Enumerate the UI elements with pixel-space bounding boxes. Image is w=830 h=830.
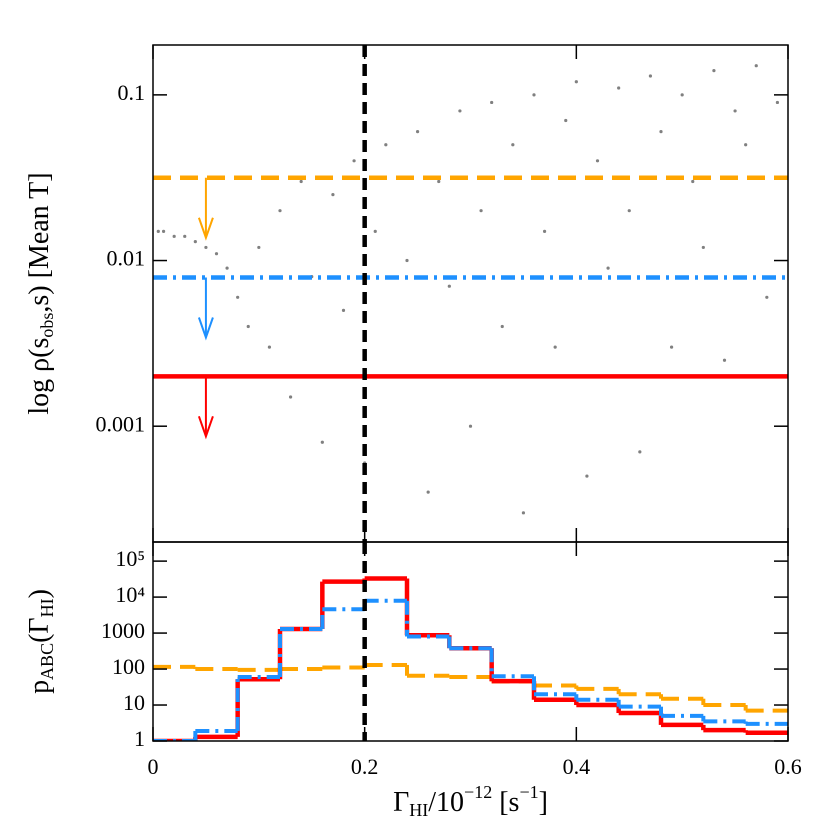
scatter-point bbox=[595, 159, 600, 163]
scatter-point bbox=[701, 245, 705, 250]
scatter-point bbox=[352, 159, 356, 163]
y-label-part: ABC bbox=[37, 643, 57, 680]
scatter-point bbox=[214, 252, 219, 256]
y-label-part: HI bbox=[37, 598, 57, 617]
scatter-point bbox=[426, 490, 430, 494]
scatter-point bbox=[225, 266, 229, 270]
x-label-part: [s bbox=[492, 787, 519, 818]
scatter-point bbox=[278, 209, 282, 213]
scatter-point bbox=[585, 474, 589, 478]
y-axis-label: pABC(ΓHI) bbox=[24, 589, 57, 694]
scatter-point bbox=[722, 358, 727, 362]
plot-area bbox=[153, 576, 788, 741]
scatter-point bbox=[384, 143, 388, 147]
y-tick-label: 10⁴ bbox=[115, 582, 145, 607]
scatter-point bbox=[447, 284, 451, 288]
scatter-point bbox=[373, 229, 377, 233]
y-label-part: ,s) [Mean T] bbox=[24, 172, 55, 312]
scatter-point bbox=[458, 109, 462, 113]
scatter-point bbox=[204, 245, 208, 250]
scatter-point bbox=[156, 229, 160, 233]
scatter-point bbox=[542, 229, 547, 233]
y-axis-label: log ρ(sobs,s) [Mean T] bbox=[24, 172, 57, 414]
scatter-point bbox=[754, 64, 758, 68]
scatter-point bbox=[288, 395, 293, 399]
scatter-point bbox=[680, 93, 684, 97]
x-tick-label: 0.2 bbox=[351, 754, 379, 779]
y-tick-label: 100 bbox=[112, 654, 145, 679]
y-label-part: p bbox=[24, 680, 55, 694]
x-label-part: −1 bbox=[519, 782, 538, 802]
threshold-arrowhead bbox=[197, 416, 214, 440]
y-label-part: obs bbox=[37, 313, 57, 338]
scatter-point bbox=[183, 234, 187, 238]
y-tick-label: 10⁵ bbox=[115, 546, 145, 571]
y-tick-label: 0.1 bbox=[118, 80, 146, 105]
scatter-point bbox=[521, 511, 526, 515]
scatter-point bbox=[532, 93, 536, 97]
scatter-point bbox=[712, 69, 716, 73]
scatter-point bbox=[320, 440, 324, 444]
scatter-point bbox=[193, 240, 197, 244]
scatter-point bbox=[468, 424, 473, 428]
frame bbox=[152, 541, 789, 742]
x-label-part: HI bbox=[409, 800, 428, 820]
scatter-point bbox=[617, 86, 621, 90]
scatter-point bbox=[405, 258, 409, 263]
scatter-point bbox=[648, 74, 653, 78]
threshold-arrowhead bbox=[197, 317, 214, 341]
y-tick-label: 1 bbox=[134, 726, 145, 751]
y-label-part: log ρ(s bbox=[24, 338, 55, 415]
x-label-part: Γ bbox=[393, 787, 409, 818]
scatter-point bbox=[490, 100, 494, 105]
scatter-point bbox=[553, 345, 557, 349]
scatter-point bbox=[437, 179, 441, 184]
scatter-point bbox=[564, 118, 568, 123]
scatter-point bbox=[691, 179, 695, 184]
threshold-arrowhead bbox=[197, 217, 214, 241]
scatter-point bbox=[775, 100, 780, 105]
x-tick-label: 0 bbox=[148, 754, 159, 779]
x-label-part: −12 bbox=[464, 782, 492, 802]
x-label-part: ] bbox=[539, 787, 548, 818]
scatter-point bbox=[733, 109, 737, 113]
scatter-point bbox=[659, 130, 663, 134]
scatter-point bbox=[511, 143, 515, 147]
scatter-point bbox=[765, 295, 769, 299]
scatter-point bbox=[331, 193, 335, 197]
y-label-part: (Γ bbox=[24, 617, 55, 643]
scatter-point bbox=[627, 209, 631, 213]
scatter-point bbox=[267, 345, 272, 349]
scatter-point bbox=[606, 266, 610, 270]
y-label-part: ) bbox=[24, 589, 55, 598]
x-axis-label: ΓHI/10−12 [s−1] bbox=[393, 782, 548, 820]
x-tick-label: 0.6 bbox=[774, 754, 802, 779]
x-tick-label: 0.4 bbox=[563, 754, 591, 779]
plot-area bbox=[153, 64, 788, 515]
y-tick-label: 1000 bbox=[101, 618, 145, 643]
scatter-point bbox=[744, 143, 748, 147]
scatter-point bbox=[246, 324, 250, 329]
scatter-point bbox=[172, 234, 176, 238]
y-tick-label: 10 bbox=[123, 690, 145, 715]
scatter-point bbox=[341, 308, 346, 313]
y-tick-label: 0.01 bbox=[107, 246, 146, 271]
y-tick-label: 0.001 bbox=[96, 411, 146, 436]
scatter-point bbox=[299, 179, 303, 184]
scatter-point bbox=[236, 295, 240, 299]
scatter-point bbox=[669, 345, 674, 349]
scatter-point bbox=[415, 130, 420, 134]
scatter-point bbox=[574, 80, 578, 84]
scatter-point bbox=[500, 324, 504, 329]
x-label-part: /10 bbox=[428, 787, 464, 818]
scatter-point bbox=[257, 245, 261, 250]
frame bbox=[152, 44, 789, 543]
scatter-point bbox=[479, 209, 483, 213]
scatter-point bbox=[638, 450, 642, 454]
scatter-point bbox=[161, 229, 166, 233]
